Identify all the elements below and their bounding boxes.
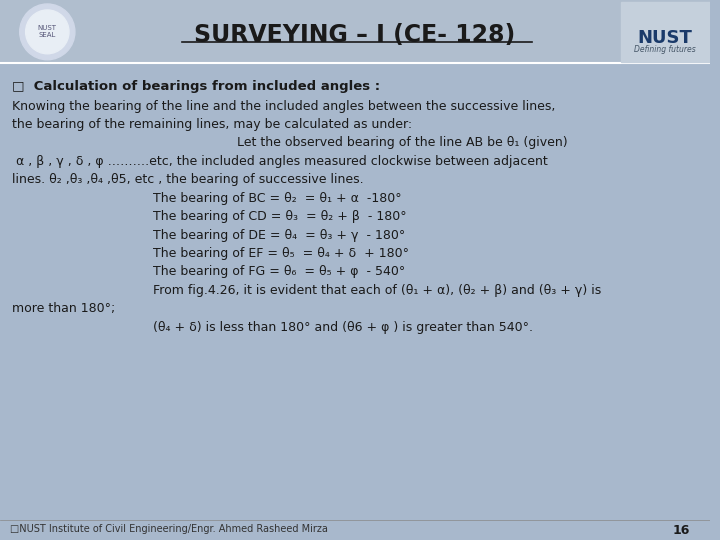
- Text: SURVEYING – I (CE- 128): SURVEYING – I (CE- 128): [194, 23, 516, 47]
- Text: The bearing of DE = θ₄  = θ₃ + γ  - 180°: The bearing of DE = θ₄ = θ₃ + γ - 180°: [153, 228, 405, 241]
- Text: □NUST Institute of Civil Engineering/Engr. Ahmed Rasheed Mirza: □NUST Institute of Civil Engineering/Eng…: [10, 524, 328, 534]
- Bar: [0, 0, 710, 62]
- Text: From fig.4.26, it is evident that each of (θ₁ + α), (θ₂ + β) and (θ₃ + γ) is: From fig.4.26, it is evident that each o…: [153, 284, 601, 297]
- Text: the bearing of the remaining lines, may be calculated as under:: the bearing of the remaining lines, may …: [12, 118, 412, 131]
- Circle shape: [26, 10, 69, 54]
- Text: The bearing of BC = θ₂  = θ₁ + α  -180°: The bearing of BC = θ₂ = θ₁ + α -180°: [153, 192, 401, 205]
- Text: 16: 16: [672, 524, 690, 537]
- Text: The bearing of CD = θ₃  = θ₂ + β  - 180°: The bearing of CD = θ₃ = θ₂ + β - 180°: [153, 210, 406, 223]
- Text: Defining futures: Defining futures: [634, 45, 696, 55]
- Circle shape: [19, 4, 75, 60]
- Text: NUST: NUST: [638, 29, 693, 47]
- Text: □  Calculation of bearings from included angles :: □ Calculation of bearings from included …: [12, 80, 380, 93]
- Text: The bearing of FG = θ₆  = θ₅ + φ  - 540°: The bearing of FG = θ₆ = θ₅ + φ - 540°: [153, 265, 405, 279]
- Text: Let the observed bearing of the line AB be θ₁ (given): Let the observed bearing of the line AB …: [237, 137, 567, 150]
- Text: lines. θ₂ ,θ₃ ,θ₄ ,θ5, etc , the bearing of successive lines.: lines. θ₂ ,θ₃ ,θ₄ ,θ5, etc , the bearing…: [12, 173, 364, 186]
- FancyBboxPatch shape: [0, 0, 710, 60]
- Bar: [621, 2, 710, 62]
- Text: α , β , γ , δ , φ ……….etc, the included angles measured clockwise between adjace: α , β , γ , δ , φ ……….etc, the included …: [12, 155, 548, 168]
- Text: The bearing of EF = θ₅  = θ₄ + δ  + 180°: The bearing of EF = θ₅ = θ₄ + δ + 180°: [153, 247, 409, 260]
- Text: Knowing the bearing of the line and the included angles between the successive l: Knowing the bearing of the line and the …: [12, 99, 555, 112]
- Text: NUST
SEAL: NUST SEAL: [38, 25, 57, 38]
- Text: more than 180°;: more than 180°;: [12, 302, 115, 315]
- Text: (θ₄ + δ) is less than 180° and (θ6 + φ ) is greater than 540°.: (θ₄ + δ) is less than 180° and (θ6 + φ )…: [153, 321, 533, 334]
